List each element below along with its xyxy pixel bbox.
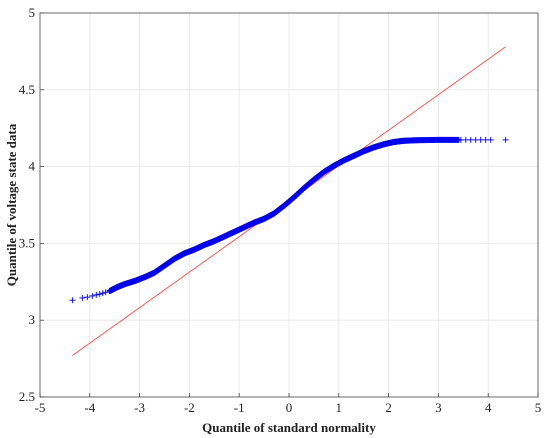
y-tick-label: 4.5 xyxy=(19,82,35,97)
grid xyxy=(40,13,538,397)
y-tick-label: 4 xyxy=(29,159,36,174)
y-tick-label: 3.5 xyxy=(19,235,35,250)
x-tick-label: -3 xyxy=(134,400,145,415)
x-tick-label: -5 xyxy=(35,400,46,415)
x-tick-label: 0 xyxy=(286,400,293,415)
x-tick-label: -1 xyxy=(234,400,245,415)
x-tick-label: 1 xyxy=(336,400,343,415)
data-point xyxy=(93,291,100,298)
data-point xyxy=(502,136,509,143)
y-axis-label: Quantile of voltage state data xyxy=(4,123,19,286)
data-point xyxy=(89,292,96,299)
data-points xyxy=(69,136,509,304)
y-tick-labels: 2.5 3 3.5 4 4.5 5 xyxy=(19,5,36,404)
data-point xyxy=(99,290,106,297)
x-tick-label: 2 xyxy=(385,400,392,415)
data-point xyxy=(79,294,86,301)
y-tick-label: 2.5 xyxy=(19,389,35,404)
data-point xyxy=(84,294,91,301)
x-tick-labels: -5 -4 -3 -2 -1 0 1 2 3 4 5 xyxy=(35,400,542,415)
x-tick-label: 3 xyxy=(435,400,442,415)
x-tick-label: 5 xyxy=(535,400,542,415)
data-point xyxy=(96,291,103,298)
x-tick-label: -2 xyxy=(184,400,195,415)
data-point xyxy=(102,289,109,296)
y-tick-label: 5 xyxy=(29,5,36,20)
x-tick-label: 4 xyxy=(485,400,492,415)
data-point xyxy=(487,136,494,143)
axis-ticks xyxy=(39,12,539,398)
x-tick-label: -4 xyxy=(84,400,95,415)
y-tick-label: 3 xyxy=(29,312,36,327)
x-axis-label: Quantile of standard normality xyxy=(202,420,376,435)
data-point xyxy=(69,297,76,304)
